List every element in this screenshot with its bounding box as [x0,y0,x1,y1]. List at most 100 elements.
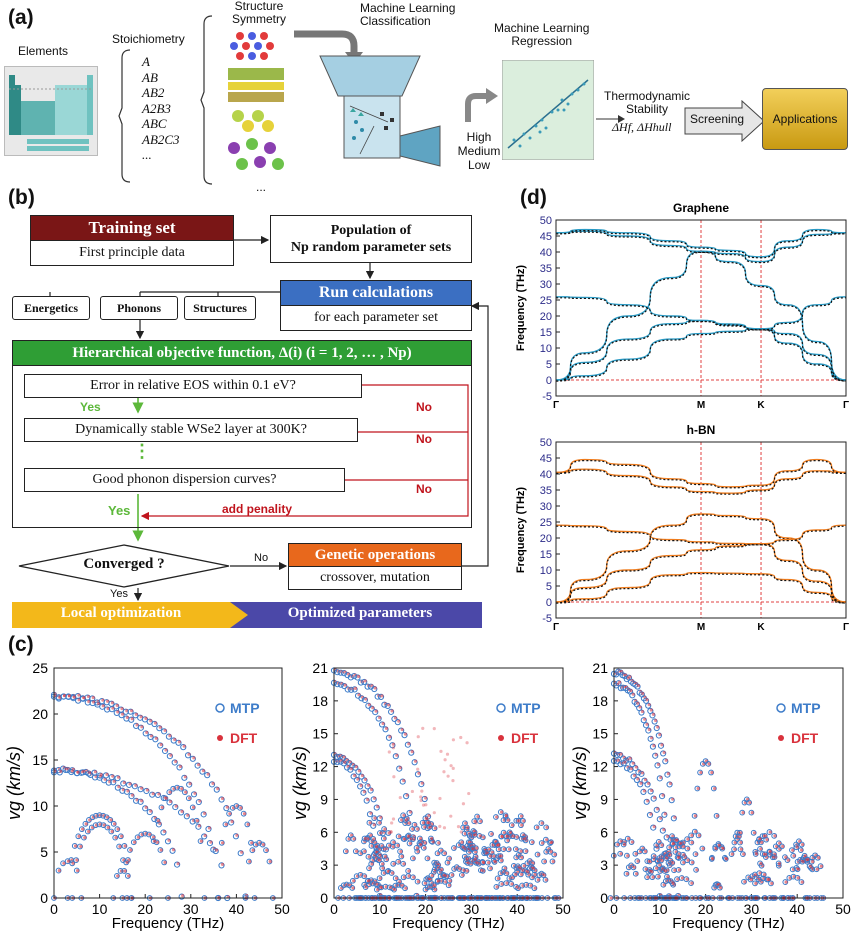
mtp-point [348,686,355,693]
dft-point [739,847,743,851]
dft-point [101,698,105,702]
optimized-parameters-label: Optimized parameters [287,605,433,621]
dft-point [616,842,620,847]
dft-point [64,767,69,771]
periodic-table-icon [9,75,93,151]
dft-point [417,771,421,775]
mtp-point [394,842,401,849]
dft-point [159,848,163,852]
y-tick-label: 25 [32,660,48,676]
mtp-point [655,732,662,739]
mtp-point [463,856,470,863]
mtp-point [750,829,757,836]
dft-point [677,868,681,872]
dft-point [796,867,800,871]
mtp-point [161,747,169,755]
mtp-point [549,858,556,865]
mtp-point [403,793,410,800]
dft-point [403,732,408,736]
mtp-point [212,847,219,855]
criterion-phonon: Good phonon dispersion curves? [92,472,277,487]
x-axis-label: Frequency (THz) [112,915,225,932]
mtp-point [365,877,371,884]
dft-point [148,832,152,837]
dft-point [510,882,514,886]
dft-point [533,886,537,890]
dft-point [120,706,124,711]
dft-point [754,881,758,885]
dft-point [82,696,86,700]
legend-dft-label: DFT [230,730,258,746]
dft-point [405,793,409,797]
dft-scatter-point [439,749,443,753]
mtp-point [400,860,407,867]
mtp-point [344,686,351,693]
mtp-point [157,847,164,853]
dft-point [115,703,119,707]
mtp-point [368,861,375,867]
dft-point [407,874,411,878]
dft-point [693,814,698,818]
dft-point [93,770,98,774]
x-tick-label: M [697,400,705,411]
dft-point [760,840,764,844]
dft-point [544,878,548,882]
x-tick-label: 10 [372,901,388,917]
x-tick-label: 0 [610,901,618,917]
mtp-point [414,771,422,778]
mtp-point [650,795,657,802]
dft-point [397,834,402,838]
dft-point [638,705,642,709]
dft-scatter-point [391,817,396,821]
y-tick-label: 6 [320,824,328,840]
mtp-point [361,848,367,855]
dft-point [666,834,670,838]
y-tick-label: 15 [540,549,552,561]
thermo-formula: ΔHf, ΔHhull [612,120,672,134]
y-tick-label: 21 [592,660,608,676]
mtp-point [195,798,202,806]
dft-point [654,753,658,757]
dft-point [781,844,785,848]
objective-container [12,365,472,528]
mtp-point [740,851,746,858]
mtp-point [652,752,659,759]
dft-point [682,853,686,857]
mtp-point [641,777,648,784]
mtp-point [668,797,675,804]
dft-point [668,781,673,786]
dft-point [413,823,417,827]
y-tick-label: 45 [540,231,552,243]
dft-scatter-point [420,789,424,793]
dft-point [619,852,623,856]
mtp-point [737,846,744,853]
legend-mtp-label: MTP [230,700,260,716]
dft-point [412,856,416,860]
mtp-point [162,795,169,802]
dft-point [733,847,737,851]
mtp-point [517,871,524,878]
dft-point [508,830,513,835]
dft-point [371,706,375,710]
genetic-operations-sub: crossover, mutation [320,570,430,585]
y-tick-label: 12 [592,759,608,775]
mtp-point [769,854,776,861]
dft-line-TO [555,469,847,495]
mtp-point [114,775,121,782]
dft-point [672,841,676,845]
mtp-point [100,812,107,819]
dft-point [665,856,669,860]
mtp-point [551,851,558,858]
dft-point [640,709,645,714]
dft-point [536,852,540,857]
mtp-point [85,770,92,777]
stoich-item: AB2C3 [142,131,180,147]
mtp-point [352,764,359,771]
dft-point [646,781,651,786]
dft-point [511,834,516,838]
dft-point [495,815,499,819]
dft-point [650,736,654,740]
mtp-point [334,759,341,766]
dft-point [347,837,351,841]
dft-point [355,849,359,853]
